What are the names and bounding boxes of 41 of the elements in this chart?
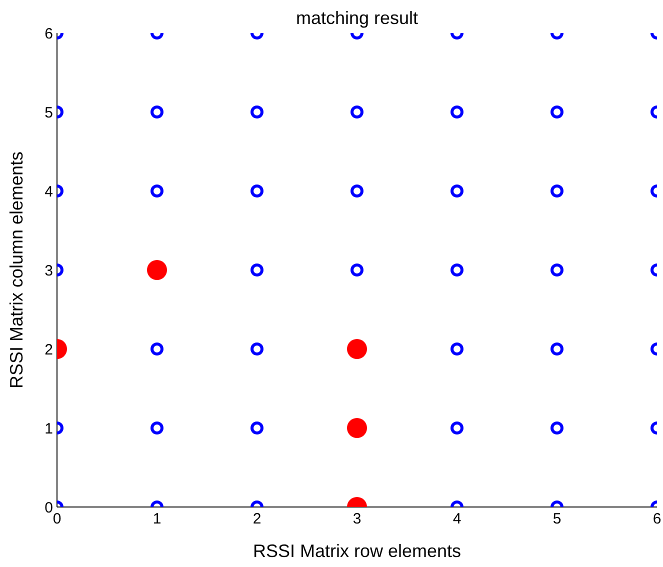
x-axis-title: RSSI Matrix row elements	[252, 541, 462, 561]
point	[350, 184, 364, 198]
point	[350, 264, 364, 276]
y-tick-label: 4	[44, 183, 53, 200]
point	[450, 342, 464, 356]
x-tick-label: 3	[352, 510, 362, 528]
x-tick-label: 5	[552, 510, 562, 528]
point	[150, 184, 164, 198]
point	[450, 422, 464, 434]
point	[250, 184, 264, 198]
point	[450, 106, 464, 118]
point	[347, 418, 367, 438]
point	[550, 184, 564, 198]
y-tick-label: 6	[44, 25, 53, 42]
y-axis-title: RSSI Matrix column elements	[6, 151, 26, 389]
y-tick-label: 0	[44, 499, 53, 516]
point	[550, 106, 564, 118]
x-tick-label: 1	[152, 510, 162, 528]
point	[250, 422, 264, 434]
point	[150, 422, 164, 434]
point	[450, 264, 464, 276]
x-tick-label: 2	[252, 510, 262, 528]
y-tick-label: 3	[44, 262, 53, 280]
point	[450, 184, 464, 198]
point	[147, 260, 167, 280]
point	[250, 264, 264, 276]
x-tick-label: 4	[452, 510, 462, 528]
point	[550, 342, 564, 356]
point	[150, 106, 164, 118]
y-tick-label: 2	[44, 341, 53, 358]
y-tick-label: 1	[44, 420, 53, 438]
point	[250, 342, 264, 356]
point	[250, 106, 264, 118]
point	[550, 264, 564, 276]
point	[150, 342, 164, 356]
point	[347, 339, 367, 359]
chart-title: matching result	[294, 8, 420, 29]
x-tick-label: 6	[652, 510, 662, 528]
point	[550, 422, 564, 434]
y-tick-label: 5	[44, 104, 53, 122]
point	[350, 106, 364, 118]
